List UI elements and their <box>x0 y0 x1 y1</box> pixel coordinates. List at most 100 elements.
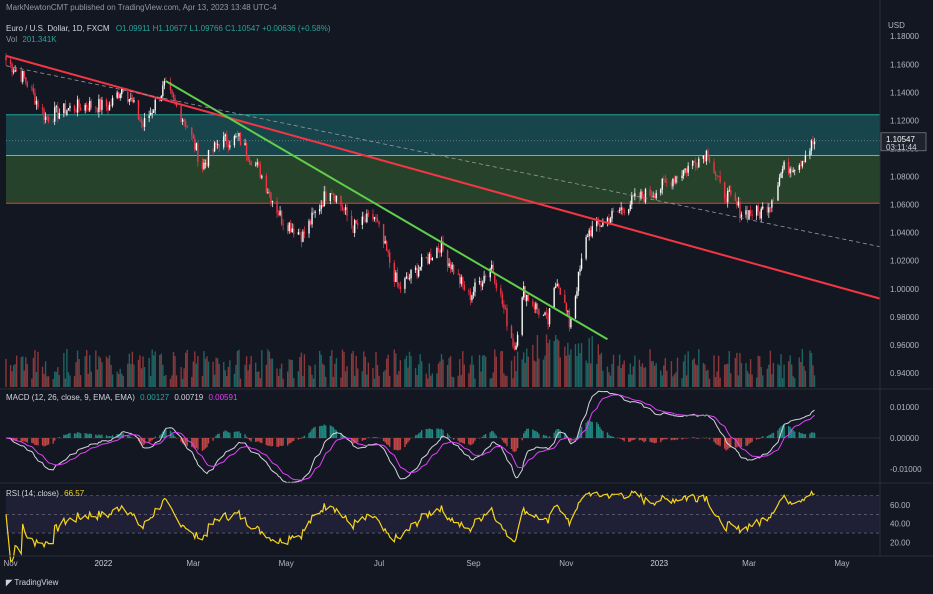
macd-histogram-bar <box>247 438 249 439</box>
volume-bar <box>131 351 134 387</box>
volume-bar <box>99 357 102 387</box>
volume-bar <box>652 361 654 387</box>
macd-histogram-bar <box>755 438 758 440</box>
volume-bar <box>559 357 561 387</box>
candle-body <box>489 268 491 278</box>
volume-bar <box>527 356 529 387</box>
candle-body <box>290 222 292 233</box>
macd-histogram-bar <box>724 438 726 449</box>
volume-bar <box>143 367 146 387</box>
candle-body <box>771 200 773 208</box>
macd-histogram-bar <box>121 433 123 438</box>
volume-bar <box>547 343 549 387</box>
macd-histogram-bar <box>439 429 441 438</box>
candle-body <box>428 253 430 264</box>
macd-histogram-bar <box>419 432 421 438</box>
volume-bar <box>536 334 539 387</box>
macd-histogram-bar <box>644 438 647 442</box>
macd-histogram-bar <box>314 426 316 438</box>
volume-bar <box>474 378 476 387</box>
macd-histogram-bar <box>398 438 400 451</box>
candle-body <box>407 276 409 280</box>
macd-histogram-bar <box>101 434 103 438</box>
volume-bar <box>714 377 717 387</box>
candle-body <box>606 217 609 222</box>
candle-body <box>787 162 790 174</box>
candle-body <box>99 99 102 110</box>
volume-bar <box>268 351 271 387</box>
volume-bar <box>385 358 388 387</box>
volume-bar <box>579 353 581 387</box>
candle-body <box>745 210 747 215</box>
candle-body <box>617 210 619 212</box>
volume-bar <box>439 361 441 387</box>
candle-body <box>201 162 204 169</box>
volume-legend[interactable]: Vol 201.341K <box>6 35 57 44</box>
macd-histogram-bar <box>472 438 475 444</box>
volume-bar <box>628 374 630 387</box>
volume-bar <box>650 361 653 387</box>
volume-bar <box>153 355 155 387</box>
candle-body <box>559 287 561 295</box>
rsi-tick-label: 20.00 <box>890 538 911 547</box>
candle-body <box>180 105 182 122</box>
volume-bar <box>504 375 507 387</box>
macd-signal-line <box>5 394 815 481</box>
candle-body <box>334 194 336 202</box>
volume-bar <box>778 365 781 387</box>
macd-histogram-bar <box>586 420 589 438</box>
volume-bar <box>565 355 568 387</box>
tradingview-logo[interactable]: ◤ TradingView <box>6 578 58 587</box>
macd-histogram-bar <box>515 438 517 452</box>
volume-bar <box>570 349 572 387</box>
candle-body <box>673 178 676 183</box>
volume-bar <box>661 375 663 387</box>
volume-bar <box>558 340 560 387</box>
volume-bar <box>90 371 92 387</box>
candle-body <box>172 93 175 98</box>
macd-legend[interactable]: MACD (12, 26, close, 9, EMA, EMA) 0.0012… <box>6 393 237 402</box>
volume-bar <box>309 366 312 387</box>
volume-bar <box>226 376 228 387</box>
macd-histogram-bar <box>608 434 610 438</box>
time-tick-label: Sep <box>466 559 481 568</box>
rsi-pane <box>5 489 880 562</box>
symbol-legend[interactable]: Euro / U.S. Dollar, 1D, FXCM O1.09911 H1… <box>6 24 331 33</box>
volume-bar <box>567 342 569 387</box>
volume-bar <box>149 376 152 387</box>
volume-bar <box>544 355 546 387</box>
macd-histogram-bar <box>52 438 54 444</box>
macd-histogram-bar <box>250 438 252 442</box>
macd-histogram-bar <box>140 438 143 445</box>
volume-bar <box>343 351 345 387</box>
candle-body <box>794 169 796 171</box>
volume-bar <box>503 373 505 387</box>
macd-histogram-bar <box>195 438 198 449</box>
volume-bar <box>548 339 551 387</box>
candle-body <box>239 132 242 146</box>
volume-bar <box>384 370 386 387</box>
macd-histogram-bar <box>270 438 272 447</box>
candle-body <box>439 249 441 253</box>
volume-bar <box>159 355 161 387</box>
volume-bar <box>771 374 773 387</box>
macd-histogram-bar <box>407 438 409 443</box>
macd-histogram-bar <box>516 438 519 449</box>
rsi-legend[interactable]: RSI (14; close) 66.57 <box>6 489 84 498</box>
macd-histogram-bar <box>165 429 167 438</box>
candle-body <box>600 225 603 227</box>
candle-body <box>218 144 220 148</box>
macd-histogram-bar <box>725 438 727 451</box>
candle-body <box>766 206 769 213</box>
volume-bar <box>698 349 700 387</box>
volume-bar <box>229 360 231 387</box>
candle-body <box>86 104 88 108</box>
candle-body <box>714 172 717 176</box>
volume-bar <box>398 371 400 387</box>
candle-body <box>436 248 438 258</box>
macd-histogram-bar <box>757 438 759 439</box>
volume-bar <box>395 353 397 387</box>
macd-histogram-bar <box>309 431 312 438</box>
macd-histogram-bar <box>663 438 665 440</box>
